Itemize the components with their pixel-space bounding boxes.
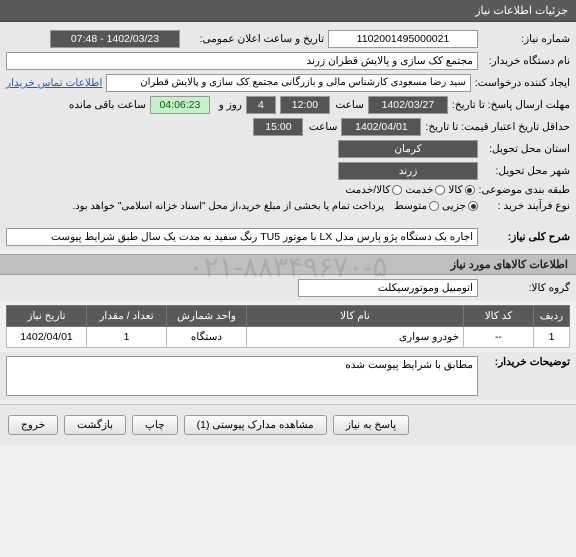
lbl-requester: ایجاد کننده درخواست:	[475, 77, 570, 89]
lbl-remain: ساعت باقی مانده	[66, 99, 146, 111]
col-row: ردیف	[534, 306, 570, 327]
btn-respond[interactable]: پاسخ به نیاز	[333, 415, 409, 435]
proc-note: پرداخت تمام یا بخشی از مبلغ خرید،از محل …	[72, 201, 384, 212]
lbl-pub-dt: تاریخ و ساعت اعلان عمومی:	[184, 33, 324, 45]
col-qty: تعداد / مقدار	[87, 306, 167, 327]
table-row[interactable]: 1 -- خودرو سواری دستگاه 1 1402/04/01	[7, 327, 570, 348]
lbl-group: گروه کالا:	[482, 282, 570, 294]
lbl-time2: ساعت	[307, 121, 337, 133]
field-summary: اجاره یک دستگاه پژو پارس مدل LX با موتور…	[6, 228, 478, 246]
lbl-summary: شرح کلی نیاز:	[482, 231, 570, 243]
lbl-days: روز و	[214, 99, 242, 111]
radio-both[interactable]: کالا/خدمت	[345, 184, 402, 196]
btn-print[interactable]: چاپ	[132, 415, 178, 435]
field-buyer: مجتمع کک سازی و پالایش قطران زرند	[6, 52, 478, 70]
panel-title: جزئیات اطلاعات نیاز	[475, 5, 568, 17]
panel-header: جزئیات اطلاعات نیاز	[0, 0, 576, 22]
lbl-province: استان محل تحویل:	[482, 143, 570, 155]
lbl-time1: ساعت	[334, 99, 364, 111]
radio-dot-icon	[435, 185, 445, 195]
field-days: 4	[246, 96, 276, 114]
lbl-proc: نوع فرآیند خرید :	[482, 200, 570, 212]
btn-back[interactable]: بازگشت	[64, 415, 126, 435]
field-buyer-notes: مطابق با شرایط پیوست شده	[6, 356, 478, 396]
radio-dot-icon	[429, 201, 439, 211]
lbl-need-no: شماره نیاز:	[482, 33, 570, 45]
field-pub-dt: 1402/03/23 - 07:48	[50, 30, 180, 48]
lbl-buyer: نام دستگاه خریدار:	[482, 55, 570, 67]
field-city: زرند	[338, 162, 478, 180]
radio-category: کالا خدمت کالا/خدمت	[345, 184, 474, 196]
radio-dot-icon	[392, 185, 402, 195]
field-validity-time: 15:00	[253, 118, 303, 136]
radio-mid[interactable]: متوسط	[394, 200, 439, 212]
link-contact[interactable]: اطلاعات تماس خریدار	[6, 77, 102, 89]
radio-jozi[interactable]: جزیی	[442, 200, 478, 212]
lbl-validity: حداقل تاریخ اعتبار قیمت: تا تاریخ:	[425, 121, 570, 133]
btn-exit[interactable]: خروج	[8, 415, 58, 435]
field-validity-date: 1402/04/01	[341, 118, 421, 136]
col-name: نام کالا	[247, 306, 464, 327]
goods-header: اطلاعات کالاهای مورد نیاز	[0, 254, 576, 275]
field-need-no: 1102001495000021	[328, 30, 478, 48]
field-requester: سید رضا مسعودی کارشناس مالی و بازرگانی م…	[106, 74, 470, 92]
radio-khadmat[interactable]: خدمت	[405, 184, 445, 196]
footer-buttons: پاسخ به نیاز مشاهده مدارک پیوستی (1) چاپ…	[0, 404, 576, 445]
field-remain: 04:06:23	[150, 96, 210, 114]
col-code: کد کالا	[464, 306, 534, 327]
btn-attachments[interactable]: مشاهده مدارک پیوستی (1)	[184, 415, 327, 435]
radio-kala[interactable]: کالا	[448, 184, 474, 196]
radio-proc: جزیی متوسط	[394, 200, 478, 212]
col-unit: واحد شمارش	[167, 306, 247, 327]
field-deadline-date: 1402/03/27	[368, 96, 448, 114]
lbl-deadline: مهلت ارسال پاسخ: تا تاریخ:	[452, 99, 570, 111]
form-area: شماره نیاز: 1102001495000021 تاریخ و ساع…	[0, 22, 576, 224]
lbl-buyer-notes: توضیحات خریدار:	[482, 356, 570, 368]
field-deadline-time: 12:00	[280, 96, 330, 114]
radio-dot-icon	[468, 201, 478, 211]
goods-table: ردیف کد کالا نام کالا واحد شمارش تعداد /…	[6, 305, 570, 348]
col-date: تاریخ نیاز	[7, 306, 87, 327]
radio-dot-icon	[465, 185, 475, 195]
field-province: کرمان	[338, 140, 478, 158]
lbl-category: طبقه بندی موضوعی:	[479, 184, 570, 196]
field-group: اتومبیل وموتورسیکلت	[298, 279, 478, 297]
lbl-city: شهر محل تحویل:	[482, 165, 570, 177]
